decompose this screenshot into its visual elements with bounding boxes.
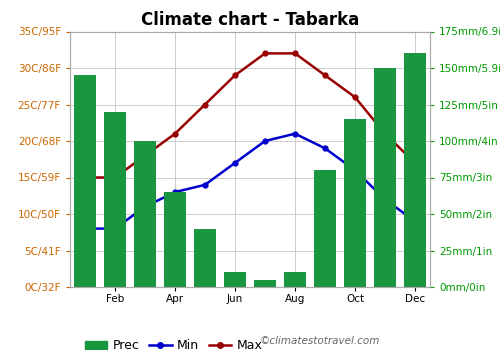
Bar: [164, 192, 186, 287]
Bar: [284, 272, 306, 287]
Legend: Prec, Min, Max: Prec, Min, Max: [80, 334, 267, 350]
Bar: [254, 280, 276, 287]
Bar: [374, 68, 396, 287]
Bar: [194, 229, 216, 287]
Title: Climate chart - Tabarka: Climate chart - Tabarka: [141, 10, 359, 29]
Bar: [224, 272, 246, 287]
Bar: [344, 119, 366, 287]
Bar: [404, 54, 426, 287]
Bar: [314, 170, 336, 287]
Bar: [74, 75, 96, 287]
Bar: [104, 112, 126, 287]
Text: ©climatestotravel.com: ©climatestotravel.com: [260, 336, 380, 346]
Bar: [134, 141, 156, 287]
